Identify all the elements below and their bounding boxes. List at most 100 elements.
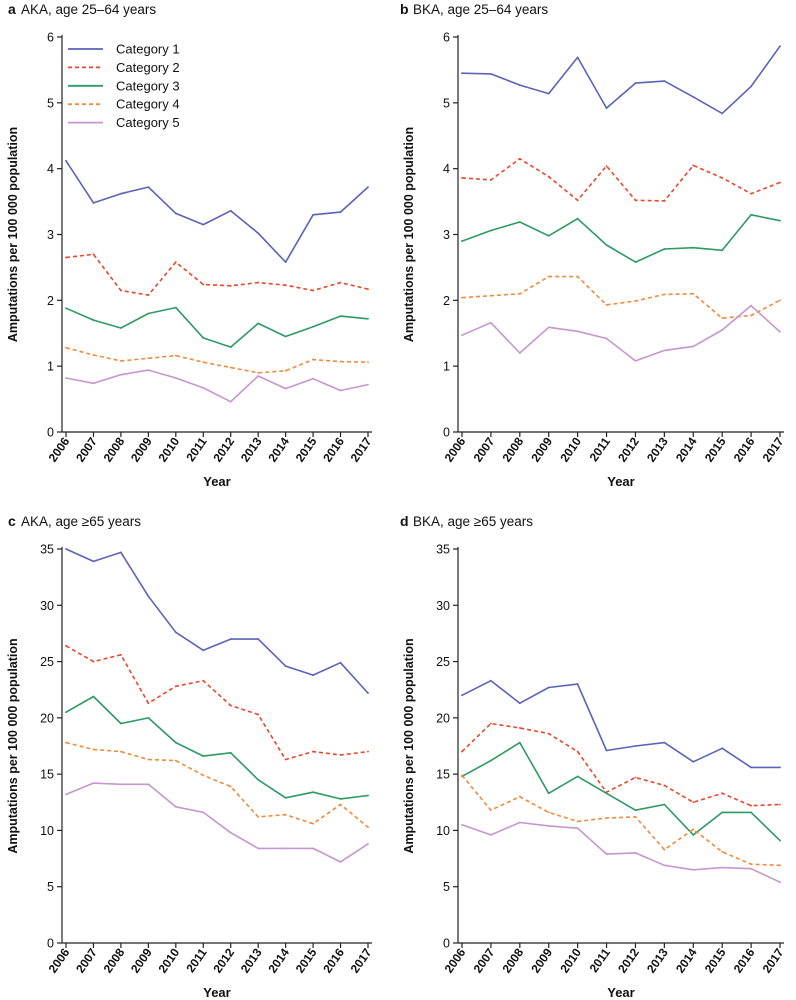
- series-line: [65, 160, 369, 263]
- data-point: [605, 107, 608, 109]
- data-point: [174, 354, 177, 357]
- data-point: [257, 778, 260, 781]
- data-point: [284, 813, 287, 816]
- panel-letter: b: [400, 1, 409, 17]
- x-tick-label: 2011: [183, 945, 210, 975]
- data-point: [692, 828, 695, 831]
- data-point: [147, 357, 150, 360]
- data-point: [779, 766, 781, 769]
- data-point: [461, 694, 463, 697]
- data-point: [605, 165, 608, 167]
- data-point: [147, 702, 150, 705]
- data-point: [547, 326, 550, 329]
- data-point: [120, 327, 122, 329]
- x-tick-label: 2011: [183, 434, 210, 464]
- data-point: [490, 759, 492, 762]
- x-tick-label: 2015: [293, 945, 320, 975]
- y-tick-label: 5: [443, 96, 450, 110]
- series-line: [461, 158, 781, 202]
- data-point: [576, 275, 579, 278]
- data-point: [257, 281, 260, 284]
- y-tick-label: 3: [443, 228, 450, 242]
- data-point: [663, 864, 666, 867]
- data-point: [120, 373, 122, 376]
- series-line: [461, 45, 781, 115]
- y-tick-label: 3: [47, 228, 54, 242]
- series-1: [65, 548, 369, 694]
- data-point: [174, 741, 177, 744]
- x-tick-label: 2013: [238, 945, 265, 975]
- data-point: [257, 232, 260, 235]
- data-point: [576, 56, 579, 59]
- data-point: [92, 354, 95, 356]
- data-point: [518, 221, 521, 223]
- data-point: [339, 861, 342, 863]
- x-tick-label: 2012: [615, 434, 642, 464]
- data-point: [721, 112, 724, 115]
- x-tick-label: 2009: [528, 434, 555, 464]
- y-tick-label: 4: [47, 162, 54, 176]
- data-point: [547, 825, 550, 827]
- data-point: [721, 176, 724, 179]
- data-point: [518, 292, 521, 295]
- data-point: [202, 774, 205, 777]
- y-tick-label: 1: [47, 360, 54, 374]
- data-point: [257, 638, 260, 640]
- data-point: [663, 784, 666, 787]
- data-point: [779, 299, 781, 302]
- y-tick-label: 1: [443, 360, 450, 374]
- data-point: [229, 366, 232, 369]
- data-point: [120, 551, 122, 554]
- data-point: [257, 322, 260, 325]
- data-point: [284, 369, 287, 372]
- data-point: [721, 747, 724, 750]
- panel-title: AKA, age ≥65 years: [21, 514, 141, 529]
- data-point: [367, 794, 369, 797]
- data-point: [65, 159, 67, 162]
- x-axis-title: Year: [203, 985, 230, 1000]
- y-tick-label: 0: [47, 937, 54, 951]
- x-axis-title: Year: [607, 985, 634, 1000]
- series-line: [461, 741, 781, 842]
- data-point: [92, 382, 95, 385]
- data-point: [229, 751, 232, 754]
- data-point: [490, 229, 492, 232]
- data-point: [779, 331, 781, 333]
- data-point: [147, 294, 150, 296]
- data-point: [312, 213, 314, 216]
- data-point: [339, 661, 342, 664]
- data-point: [663, 200, 666, 202]
- data-point: [605, 749, 608, 752]
- data-point: [65, 741, 67, 744]
- data-point: [634, 360, 637, 362]
- legend-label: Category 3: [116, 78, 180, 93]
- data-point: [367, 843, 369, 845]
- y-axis-title: Amputations per 100 000 population: [6, 127, 20, 342]
- y-tick-label: 25: [436, 655, 450, 669]
- data-point: [147, 758, 150, 761]
- x-tick-label: 2009: [128, 945, 155, 975]
- data-point: [312, 822, 314, 825]
- data-point: [367, 288, 369, 291]
- x-tick-label: 2011: [587, 434, 614, 464]
- x-tick-label: 2012: [615, 945, 642, 975]
- data-point: [174, 212, 177, 215]
- y-tick-label: 20: [40, 711, 54, 725]
- data-point: [750, 863, 752, 866]
- data-point: [518, 702, 521, 705]
- x-tick-label: 2010: [557, 434, 584, 464]
- data-point: [174, 377, 177, 379]
- series-line: [65, 369, 369, 403]
- data-point: [663, 248, 666, 250]
- data-point: [576, 199, 579, 202]
- data-point: [547, 92, 550, 95]
- panel-title: BKA, age ≥65 years: [413, 514, 533, 529]
- data-point: [257, 847, 260, 850]
- data-point: [750, 304, 752, 307]
- data-point: [257, 713, 260, 716]
- data-point: [576, 217, 579, 220]
- series-2: [461, 722, 781, 807]
- data-point: [367, 692, 369, 694]
- data-point: [202, 811, 205, 814]
